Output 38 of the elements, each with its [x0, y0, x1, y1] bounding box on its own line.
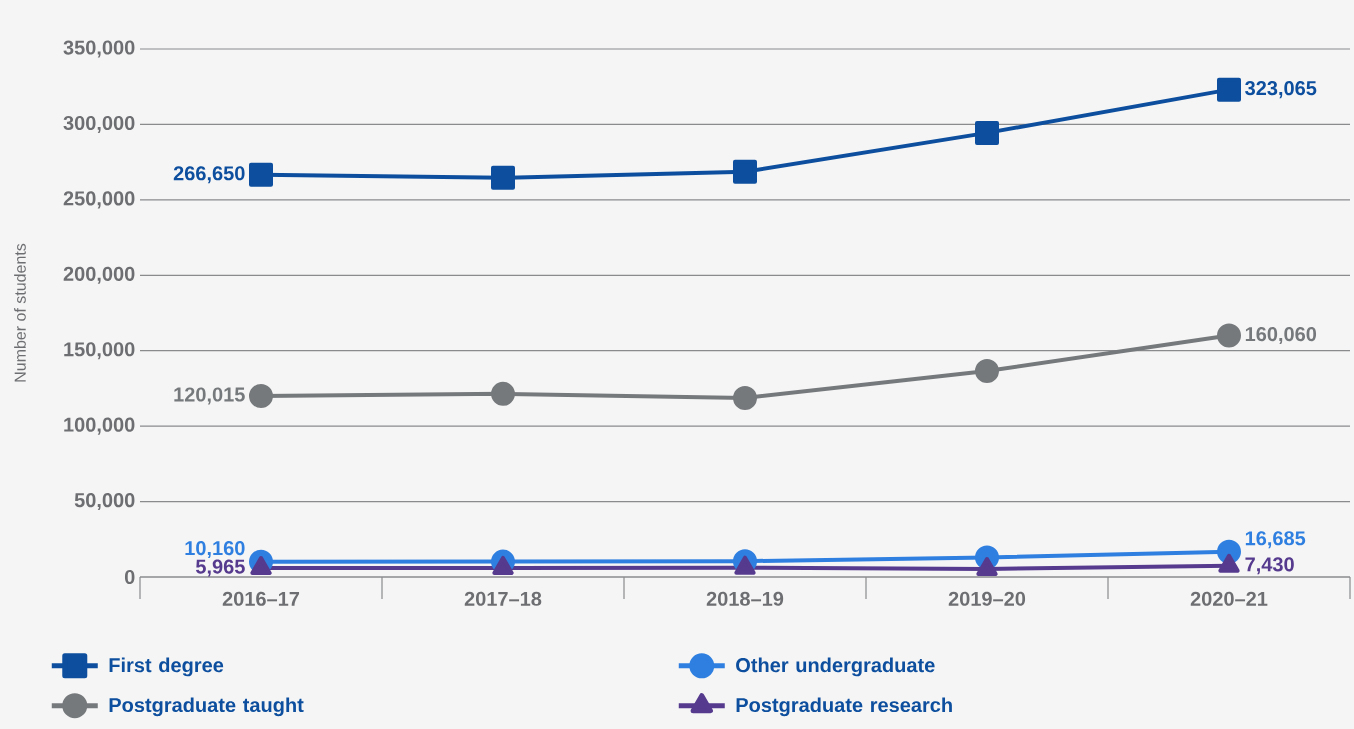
data-label: 5,965	[195, 559, 245, 577]
data-label: 323,065	[1245, 81, 1317, 99]
point	[975, 358, 999, 383]
y-tick-label: 150,000	[64, 342, 135, 360]
point	[733, 159, 757, 184]
x-tick-label: 2017–18	[464, 591, 542, 606]
legend-label: Other undergraduate	[736, 657, 935, 677]
y-axis-title: Number of students	[14, 243, 26, 382]
x-tick-label: 2018–19	[706, 591, 784, 606]
y-tick-label: 100,000	[64, 417, 135, 435]
data-label: 120,015	[174, 387, 245, 405]
y-tick-label: 0	[124, 569, 135, 585]
y-tick-label: 200,000	[63, 266, 135, 284]
legend-label: First degree	[109, 657, 224, 677]
point	[249, 162, 273, 187]
point	[1217, 77, 1241, 102]
y-tick-label: 350,000	[63, 40, 135, 58]
point	[733, 385, 757, 410]
legend-label: Postgraduate taught	[109, 697, 304, 717]
data-label: 16,685	[1245, 531, 1306, 549]
data-label: 7,430	[1245, 557, 1294, 575]
y-tick-label: 300,000	[63, 115, 135, 133]
x-tick-label: 2020–21	[1190, 591, 1268, 606]
point	[1217, 323, 1241, 348]
point	[976, 557, 998, 577]
data-label: 266,650	[173, 166, 245, 184]
point	[491, 381, 515, 406]
x-tick-label: 2019–20	[948, 591, 1026, 606]
data-label: 10,160	[185, 541, 245, 559]
point	[975, 120, 999, 145]
point	[249, 383, 273, 408]
data-label: 160,060	[1245, 327, 1317, 345]
x-tick-label: 2016–17	[222, 591, 300, 606]
point	[250, 556, 272, 575]
y-tick-label: 50,000	[74, 493, 135, 511]
point	[491, 165, 515, 190]
legend-label: Postgraduate research	[736, 697, 952, 717]
y-tick-label: 250,000	[63, 191, 135, 209]
